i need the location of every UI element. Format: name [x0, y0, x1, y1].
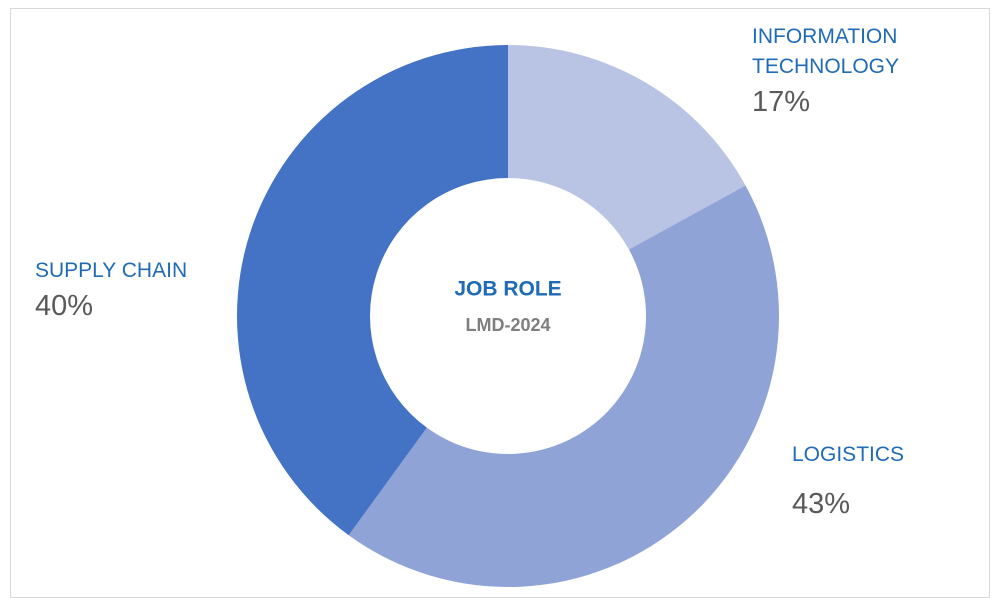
value-label: 43% — [792, 488, 851, 520]
category-label: SUPPLY CHAIN — [35, 259, 188, 282]
chart-subtitle: LMD-2024 — [465, 315, 550, 335]
category-label: INFORMATION TECHNOLOGY — [752, 25, 900, 78]
chart-title: JOB ROLE — [454, 278, 561, 301]
donut-slice — [348, 185, 779, 587]
donut-slice — [237, 45, 508, 536]
value-label: 40% — [35, 290, 94, 322]
category-label: LOGISTICS — [792, 443, 905, 466]
donut-slice — [508, 45, 746, 250]
value-label: 17% — [752, 86, 811, 118]
